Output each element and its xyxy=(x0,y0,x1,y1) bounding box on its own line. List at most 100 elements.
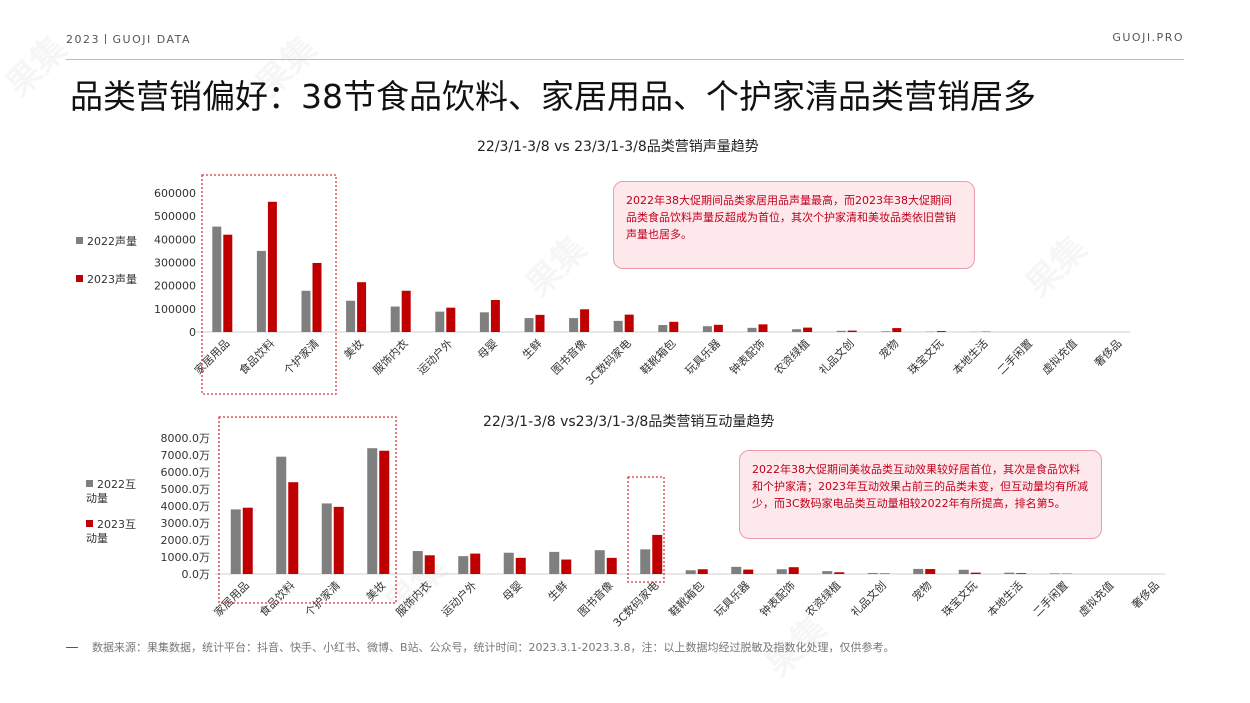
chart1-annotation: 2022年38大促期间品类家居用品声量最高，而2023年38大促期间品类食品饮料… xyxy=(613,181,975,269)
bar-2023 xyxy=(892,328,902,332)
highlight-box xyxy=(218,416,397,604)
bar-2022 xyxy=(881,331,891,332)
x-category-label: 礼品文创 xyxy=(816,336,857,377)
x-category-label: 宠物 xyxy=(909,578,934,603)
x-category-label: 食品饮料 xyxy=(256,578,297,619)
bar-2023 xyxy=(847,330,857,332)
bar-2023 xyxy=(288,482,299,574)
y-tick-label: 300000 xyxy=(154,257,196,270)
y-tick-label: 500000 xyxy=(154,210,196,223)
bar-2023 xyxy=(401,290,411,332)
bar-2022 xyxy=(524,318,534,332)
chart2-legend-2022: 2022互动量 xyxy=(86,478,146,506)
bar-2023 xyxy=(379,450,390,574)
page-title: 品类营销偏好：38节食品饮料、家居用品、个护家清品类营销居多 xyxy=(70,77,1036,116)
bar-2022 xyxy=(569,318,579,332)
bar-2022 xyxy=(503,552,514,574)
bar-2022 xyxy=(776,569,787,574)
legend-swatch-2022 xyxy=(86,480,93,487)
bar-2022 xyxy=(458,556,469,574)
bar-2022 xyxy=(549,551,560,574)
bar-2023 xyxy=(267,201,277,332)
bar-2022 xyxy=(1004,572,1015,574)
x-category-label: 虚拟充值 xyxy=(1039,336,1080,377)
x-category-label: 钟表配饰 xyxy=(757,578,798,619)
y-tick-label: 8000.0万 xyxy=(161,432,211,445)
bar-2023 xyxy=(515,557,526,574)
bar-2022 xyxy=(836,330,846,332)
bar-2022 xyxy=(640,549,651,574)
bar-2022 xyxy=(367,448,378,574)
bar-2022 xyxy=(747,327,757,332)
bar-2023 xyxy=(788,567,799,574)
y-tick-label: 5000.0万 xyxy=(161,483,211,496)
x-category-label: 鞋靴箱包 xyxy=(666,578,707,619)
chart2-legend-2023: 2023互动量 xyxy=(86,518,146,546)
header-left-label: 2023丨GUOJI DATA xyxy=(66,33,192,46)
bar-2022 xyxy=(913,568,924,574)
bar-2023 xyxy=(446,307,456,332)
bar-2022 xyxy=(822,571,833,574)
x-category-label: 服饰内衣 xyxy=(393,578,434,619)
bar-2023 xyxy=(834,572,845,574)
bar-2023 xyxy=(925,569,936,574)
x-category-label: 图书音像 xyxy=(548,336,589,377)
x-category-label: 珠宝文玩 xyxy=(939,578,980,619)
x-category-label: 二手闲置 xyxy=(994,336,1035,377)
bar-2023 xyxy=(490,300,500,332)
header-right-label: GUOJI.PRO xyxy=(1112,31,1184,44)
bar-2022 xyxy=(1049,573,1060,574)
bar-2022 xyxy=(276,456,287,574)
y-tick-label: 2000.0万 xyxy=(161,534,211,547)
bar-2023 xyxy=(535,314,545,332)
footer-dash xyxy=(66,647,78,648)
y-tick-label: 1000.0万 xyxy=(161,551,211,564)
x-category-label: 二手闲置 xyxy=(1030,578,1071,619)
bar-2023 xyxy=(333,506,344,574)
bar-2023 xyxy=(606,557,617,574)
x-category-label: 运动户外 xyxy=(414,336,455,377)
bar-2023 xyxy=(697,569,708,574)
bar-2023 xyxy=(580,309,590,332)
bar-2023 xyxy=(624,314,634,332)
y-tick-label: 200000 xyxy=(154,280,196,293)
bar-2023 xyxy=(743,569,754,574)
chart2-title: 22/3/1-3/8 vs23/3/1-3/8品类营销互动量趋势 xyxy=(483,414,775,430)
x-category-label: 本地生活 xyxy=(984,578,1025,619)
x-category-label: 3C数码家电 xyxy=(610,578,661,629)
x-category-label: 图书音像 xyxy=(575,578,616,619)
y-tick-label: 3000.0万 xyxy=(161,517,211,530)
bar-2023 xyxy=(970,572,981,574)
legend-label: 2023声量 xyxy=(87,273,137,286)
bar-2022 xyxy=(479,312,489,332)
bar-2022 xyxy=(792,329,802,332)
x-category-label: 礼品文创 xyxy=(848,578,889,619)
bar-2023 xyxy=(652,534,663,574)
bar-2023 xyxy=(223,234,233,332)
bar-2023 xyxy=(561,559,572,574)
highlight-box xyxy=(627,476,665,583)
bar-2023 xyxy=(803,327,813,332)
x-category-label: 农资绿植 xyxy=(802,578,843,619)
x-category-label: 玩具乐器 xyxy=(712,579,752,619)
x-category-label: 运动户外 xyxy=(438,578,479,619)
bar-2022 xyxy=(958,569,969,574)
x-category-label: 3C数码家电 xyxy=(582,336,633,387)
bar-2022 xyxy=(256,250,266,332)
header-divider xyxy=(66,59,1184,60)
bar-2023 xyxy=(312,262,322,332)
bar-2022 xyxy=(346,300,356,332)
bar-2022 xyxy=(412,551,423,574)
legend-label: 2023互动量 xyxy=(86,518,136,545)
bar-2022 xyxy=(301,290,311,332)
y-tick-label: 6000.0万 xyxy=(161,466,211,479)
legend-label: 2022声量 xyxy=(87,235,137,248)
x-category-label: 鞋靴箱包 xyxy=(637,336,678,377)
x-category-label: 美妆 xyxy=(364,579,389,604)
bar-2022 xyxy=(731,566,742,574)
x-category-label: 生鲜 xyxy=(519,336,544,361)
bar-2023 xyxy=(424,555,435,574)
x-category-label: 玩具乐器 xyxy=(683,337,723,377)
y-tick-label: 100000 xyxy=(154,303,196,316)
